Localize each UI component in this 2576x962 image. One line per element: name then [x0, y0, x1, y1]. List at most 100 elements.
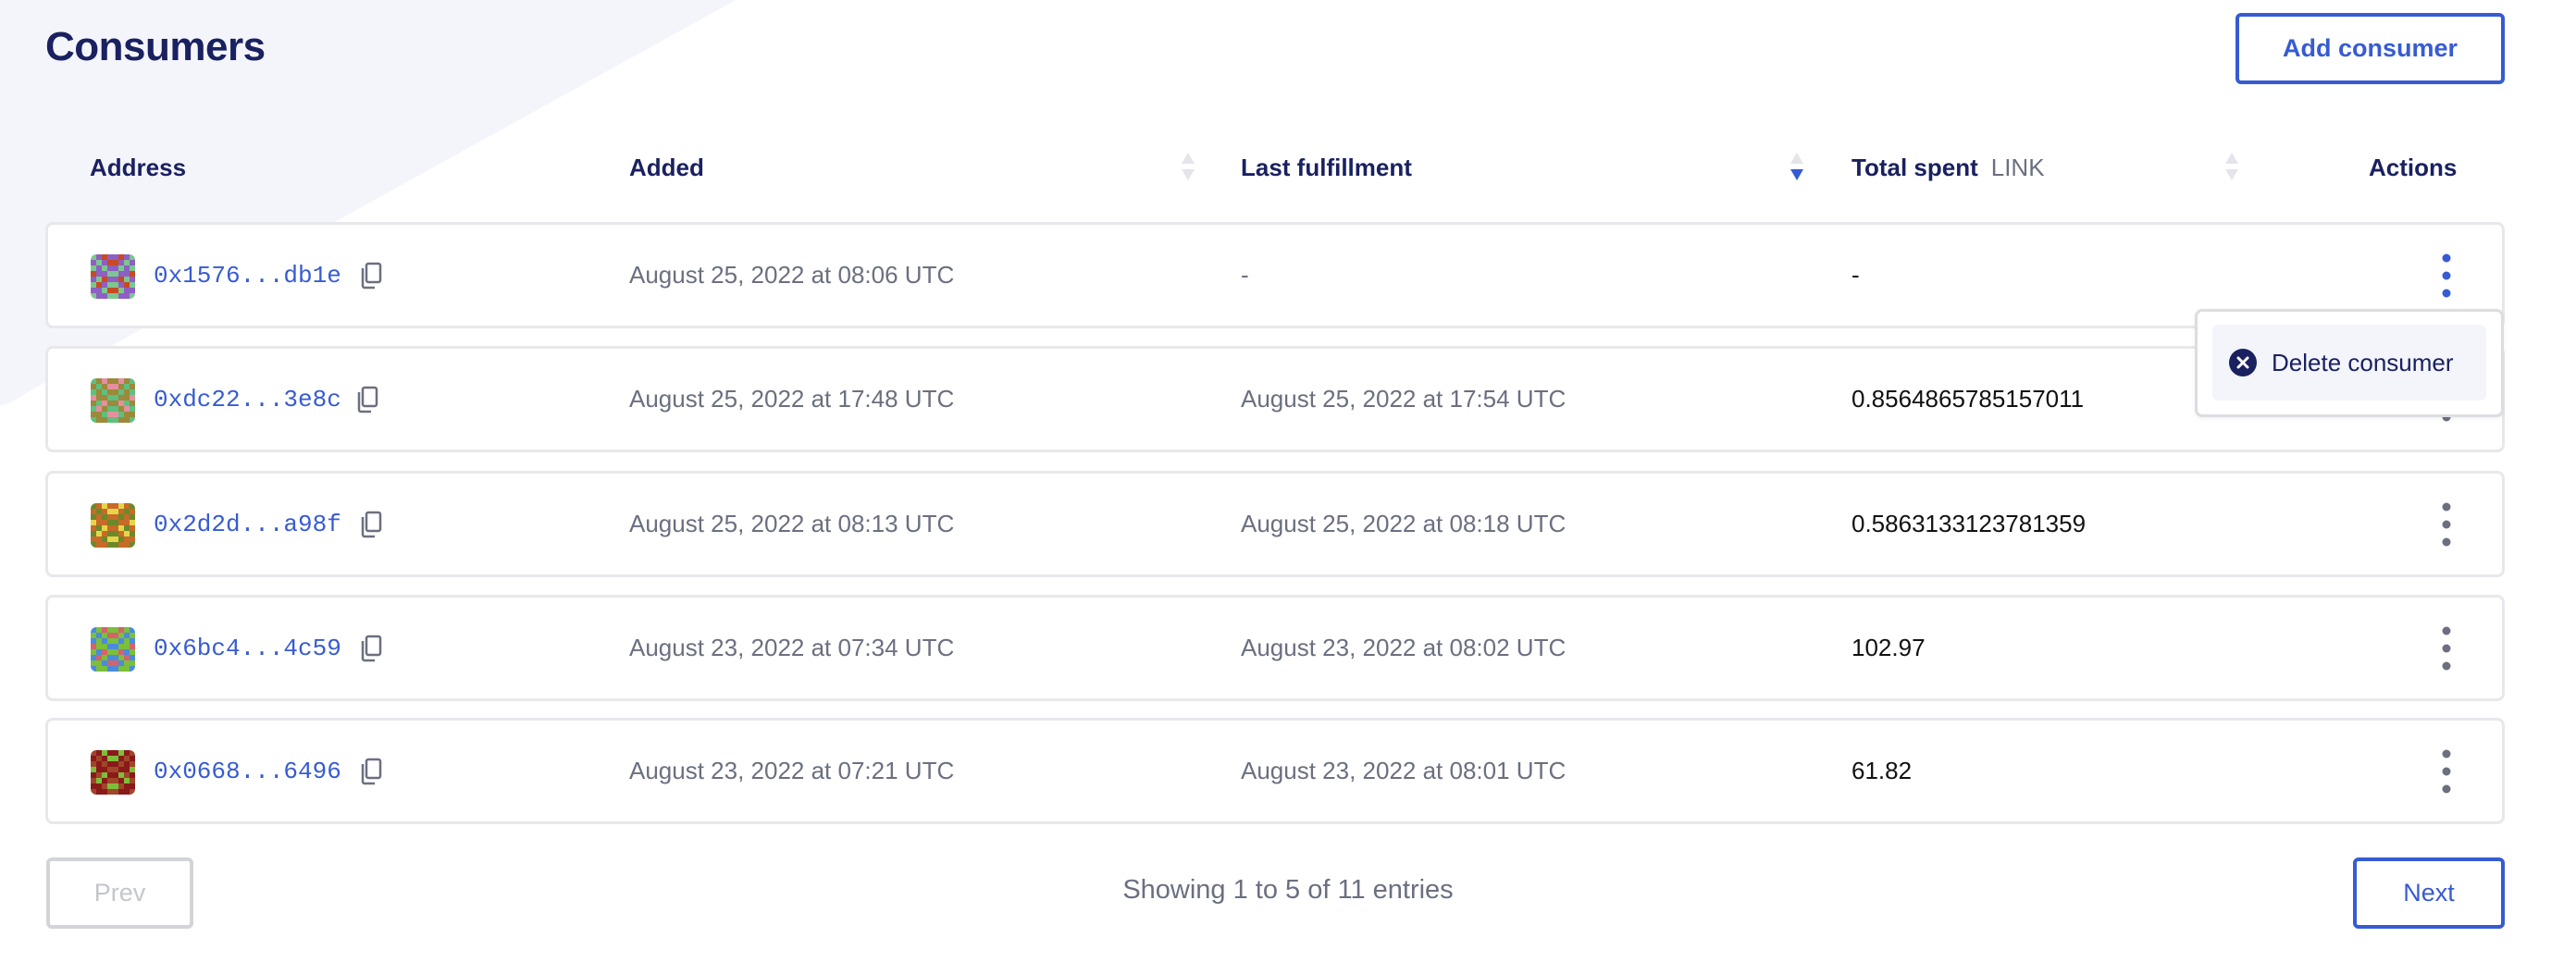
identicon-pixel	[118, 293, 124, 299]
consumer-address-link[interactable]: 0x1576...db1e	[154, 261, 341, 290]
added-date: August 23, 2022 at 07:21 UTC	[629, 757, 955, 784]
identicon-pixel	[91, 389, 96, 395]
identicon-pixel	[124, 254, 130, 260]
copy-icon[interactable]	[360, 635, 382, 662]
identicon-pixel	[113, 644, 118, 649]
identicon-pixel	[91, 761, 96, 767]
identicon-pixel	[130, 750, 135, 756]
identicon-pixel	[91, 750, 96, 756]
identicon-pixel	[130, 531, 135, 536]
identicon-pixel	[124, 412, 130, 417]
identicon-pixel	[102, 756, 107, 761]
identicon-pixel	[124, 401, 130, 406]
identicon-pixel	[96, 638, 102, 644]
identicon-pixel	[107, 417, 113, 423]
identicon-pixel	[107, 520, 113, 525]
identicon-pixel	[107, 282, 113, 288]
more-options-icon[interactable]	[2435, 253, 2458, 299]
column-address: Address	[90, 154, 187, 181]
identicon-pixel	[91, 401, 96, 406]
sort-icon[interactable]	[1180, 151, 1196, 182]
identicon-pixel	[102, 542, 107, 548]
identicon-pixel	[124, 417, 130, 423]
consumer-address-link[interactable]: 0x2d2d...a98f	[154, 510, 341, 538]
identicon-pixel	[124, 260, 130, 265]
identicon-pixel	[107, 260, 113, 265]
identicon-pixel	[107, 293, 113, 299]
identicon-pixel	[130, 288, 135, 293]
identicon-pixel	[113, 417, 118, 423]
identicon-pixel	[102, 417, 107, 423]
identicon-pixel	[107, 406, 113, 412]
more-options-icon[interactable]	[2435, 748, 2458, 795]
identicon-pixel	[124, 536, 130, 542]
identicon-pixel	[130, 282, 135, 288]
identicon-pixel	[96, 395, 102, 401]
prev-button[interactable]: Prev	[46, 857, 193, 929]
identicon-pixel	[96, 649, 102, 655]
identicon-avatar	[91, 627, 135, 672]
identicon-pixel	[124, 542, 130, 548]
identicon-pixel	[96, 254, 102, 260]
identicon-pixel	[124, 783, 130, 789]
identicon-pixel	[118, 265, 124, 271]
last-fulfillment-date: -	[1241, 261, 1249, 289]
identicon-pixel	[113, 750, 118, 756]
identicon-pixel	[102, 401, 107, 406]
copy-icon[interactable]	[356, 386, 378, 413]
identicon-pixel	[91, 627, 96, 633]
consumer-address-link[interactable]: 0x0668...6496	[154, 757, 341, 785]
identicon-pixel	[130, 756, 135, 761]
add-consumer-button[interactable]: Add consumer	[2235, 13, 2505, 84]
identicon-pixel	[107, 627, 113, 633]
identicon-pixel	[107, 531, 113, 536]
identicon-pixel	[91, 660, 96, 666]
added-date: August 25, 2022 at 08:06 UTC	[629, 261, 955, 289]
last-fulfillment-date: August 23, 2022 at 08:01 UTC	[1241, 757, 1567, 784]
column-actions: Actions	[2369, 154, 2458, 181]
added-date: August 23, 2022 at 07:34 UTC	[629, 634, 955, 661]
identicon-pixel	[107, 666, 113, 672]
identicon-pixel	[130, 265, 135, 271]
identicon-pixel	[102, 378, 107, 384]
identicon-pixel	[96, 378, 102, 384]
identicon-pixel	[107, 638, 113, 644]
sort-icon[interactable]	[2223, 151, 2240, 182]
next-button[interactable]: Next	[2353, 857, 2505, 929]
identicon-pixel	[96, 644, 102, 649]
identicon-pixel	[113, 772, 118, 778]
column-last-fulfillment[interactable]: Last fulfillment	[1241, 154, 1412, 181]
identicon-pixel	[118, 644, 124, 649]
identicon-pixel	[124, 750, 130, 756]
identicon-pixel	[118, 520, 124, 525]
consumer-address-link[interactable]: 0x6bc4...4c59	[154, 634, 341, 662]
total-spent-value: 0.5863133123781359	[1852, 510, 2087, 537]
identicon-pixel	[113, 254, 118, 260]
identicon-avatar	[91, 503, 135, 548]
column-total-spent[interactable]: Total spent LINK	[1852, 154, 2045, 182]
identicon-pixel	[102, 750, 107, 756]
identicon-pixel	[102, 789, 107, 795]
identicon-pixel	[91, 783, 96, 789]
identicon-pixel	[102, 638, 107, 644]
identicon-pixel	[130, 260, 135, 265]
identicon-pixel	[124, 633, 130, 638]
consumer-address-link[interactable]: 0xdc22...3e8c	[154, 385, 341, 413]
more-options-icon[interactable]	[2435, 625, 2458, 672]
identicon-pixel	[91, 395, 96, 401]
more-options-icon[interactable]	[2435, 501, 2458, 548]
copy-icon[interactable]	[360, 511, 382, 538]
identicon-pixel	[91, 778, 96, 783]
identicon-pixel	[118, 509, 124, 514]
identicon-pixel	[107, 288, 113, 293]
delete-consumer-menu-item[interactable]: Delete consumer	[2212, 325, 2486, 401]
identicon-pixel	[113, 282, 118, 288]
copy-icon[interactable]	[360, 758, 382, 785]
identicon-pixel	[118, 789, 124, 795]
copy-icon[interactable]	[360, 262, 382, 290]
identicon-pixel	[107, 756, 113, 761]
page-title: Consumers	[45, 24, 266, 69]
column-added[interactable]: Added	[629, 154, 704, 181]
identicon-pixel	[118, 254, 124, 260]
sort-descending-icon[interactable]	[1789, 151, 1805, 182]
